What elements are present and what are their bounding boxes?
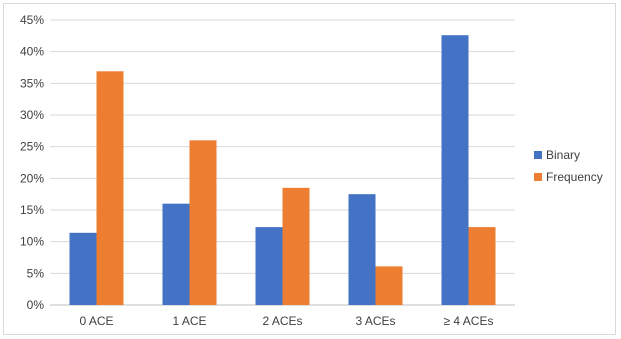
legend-swatch-binary (534, 151, 542, 159)
y-tick-label: 25% (20, 140, 44, 154)
gridlines (50, 19, 515, 306)
bars (69, 35, 496, 305)
x-tick-label: 2 ACEs (262, 314, 302, 328)
y-tick-label: 45% (20, 13, 44, 27)
bar-frequency-0 (96, 71, 124, 305)
y-tick-label: 40% (20, 45, 44, 59)
y-tick-label: 15% (20, 203, 44, 217)
x-tick-label: ≥ 4 ACEs (444, 314, 494, 328)
x-tick-label: 0 ACE (79, 314, 113, 328)
x-tick-label: 1 ACE (172, 314, 206, 328)
bar-frequency-2 (282, 187, 310, 305)
y-tick-label: 0% (27, 298, 45, 312)
bar-binary-2 (255, 227, 283, 305)
y-tick-label: 30% (20, 108, 44, 122)
bar-binary-0 (69, 232, 97, 305)
y-tick-label: 35% (20, 76, 44, 90)
x-tick-label: 3 ACEs (355, 314, 395, 328)
legend: Binary Frequency (534, 148, 603, 184)
bar-binary-1 (162, 203, 190, 305)
bar-frequency-3 (375, 266, 403, 305)
x-axis-tick-labels: 0 ACE 1 ACE 2 ACEs 3 ACEs ≥ 4 ACEs (79, 314, 493, 328)
legend-label-binary: Binary (546, 148, 580, 162)
y-tick-label: 5% (27, 266, 45, 280)
legend-label-frequency: Frequency (546, 170, 603, 184)
bar-binary-4 (441, 35, 469, 305)
bar-frequency-4 (468, 227, 496, 305)
y-tick-label: 20% (20, 171, 44, 185)
bar-frequency-1 (189, 140, 217, 305)
y-axis-tick-labels: 0% 5% 10% 15% 20% 25% 30% 35% 40% 45% (20, 13, 44, 312)
y-tick-label: 10% (20, 235, 44, 249)
bar-binary-3 (348, 194, 376, 305)
legend-swatch-frequency (534, 173, 542, 181)
